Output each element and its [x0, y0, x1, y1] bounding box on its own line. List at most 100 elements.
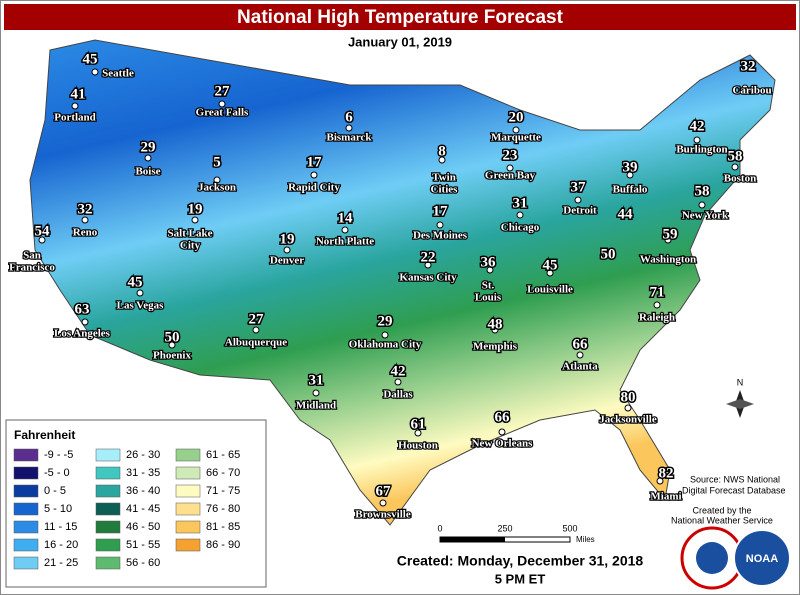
city-dot — [546, 269, 554, 277]
temperature: 17 — [433, 203, 449, 219]
created: Created: Monday, December 31, 2018 — [397, 553, 644, 569]
city-name: Portland — [54, 112, 96, 124]
legend-swatch — [175, 520, 201, 534]
city-name: Las Vegas — [117, 300, 164, 312]
legend-label: 86 - 90 — [206, 539, 240, 551]
temperature: 27 — [249, 311, 265, 327]
temperature: 42 — [690, 118, 705, 134]
legend-swatch — [95, 448, 121, 462]
city-name: Burlington — [676, 144, 727, 156]
compass — [726, 390, 754, 418]
noaa-logo — [733, 529, 791, 587]
legend-label: 26 - 30 — [126, 449, 160, 461]
temperature: 22 — [421, 249, 436, 265]
temperature: 23 — [503, 147, 518, 163]
city-name: Louisville — [527, 284, 573, 296]
legend-title: Fahrenheit — [14, 428, 75, 442]
city-name: Boston — [724, 173, 756, 185]
city-dot — [312, 389, 320, 397]
temperature: 80 — [621, 389, 636, 405]
city-name: Jacksonville — [599, 414, 657, 426]
city-dot — [506, 164, 514, 172]
temperature: 36 — [481, 254, 497, 270]
city-dot — [379, 499, 387, 507]
city-name: St. — [482, 280, 495, 292]
legend-label: 11 - 15 — [44, 521, 77, 533]
scale-bar — [439, 536, 571, 543]
temperature: 14 — [338, 210, 354, 226]
legend-swatch — [175, 502, 201, 516]
legend-label: 81 - 85 — [206, 521, 240, 533]
legend-swatch — [13, 466, 39, 480]
city-name: Dallas — [383, 389, 413, 401]
city-dot — [168, 341, 176, 349]
city-dot — [491, 326, 499, 334]
legend-swatch — [95, 484, 121, 498]
city-dot — [38, 236, 46, 244]
temperature: 5 — [213, 154, 221, 170]
city-dot — [310, 171, 318, 179]
temperature: 31 — [309, 372, 324, 388]
city-name: Seattle — [102, 68, 134, 80]
city-dot — [516, 211, 524, 219]
legend-label: 76 - 80 — [206, 503, 240, 515]
city-dot — [653, 301, 661, 309]
temperature: 20 — [509, 109, 524, 125]
city-name: Reno — [73, 227, 98, 239]
source: Source: NWS National — [690, 474, 780, 484]
temperature: 50 — [165, 329, 180, 345]
city-dot — [213, 176, 221, 184]
temperature: 71 — [650, 284, 665, 300]
city-name: San — [23, 250, 41, 262]
city-dot — [693, 136, 701, 144]
city-dot — [624, 404, 632, 412]
temperature: 27 — [215, 83, 231, 99]
legend-swatch — [13, 484, 39, 498]
city-name: Jackson — [198, 182, 236, 194]
credit: National Weather Service — [671, 515, 773, 525]
temperature: 19 — [188, 201, 203, 217]
legend-swatch — [175, 466, 201, 480]
legend-swatch — [175, 484, 201, 498]
legend-label: -9 - -5 — [44, 449, 73, 461]
city-dot — [394, 378, 402, 386]
city-dot — [574, 196, 582, 204]
credit: Created by the — [692, 505, 751, 515]
city-dot — [486, 266, 494, 274]
city-name: Houston — [398, 440, 438, 452]
city-name: Green Bay — [485, 170, 536, 182]
legend-swatch — [175, 538, 201, 552]
city-name: Washington — [640, 254, 696, 266]
scale-unit: Miles — [576, 535, 595, 544]
city-dot — [698, 201, 706, 209]
city-dot — [345, 124, 353, 132]
city-name: Brownsville — [355, 509, 411, 521]
temperature: 54 — [35, 223, 51, 239]
city-name: Phoenix — [153, 350, 191, 362]
temperature: 45 — [83, 51, 98, 67]
city-name: Rapid City — [288, 182, 340, 194]
city-name: Chicago — [501, 222, 540, 234]
temperature: 19 — [280, 231, 295, 247]
city-name: Oklahoma City — [349, 339, 422, 351]
temperature: 6 — [345, 109, 353, 125]
city-dot — [424, 261, 432, 269]
legend-label: 51 - 55 — [126, 539, 160, 551]
city-name: Kansas City — [399, 272, 457, 284]
city-dot — [136, 289, 144, 297]
title-bar — [4, 4, 796, 30]
temperature: 45 — [543, 257, 558, 273]
city-name: Memphis — [473, 341, 518, 353]
legend-label: 66 - 70 — [206, 467, 240, 479]
legend-label: 46 - 50 — [126, 521, 160, 533]
legend-label: 36 - 40 — [126, 485, 160, 497]
temperature: 61 — [411, 416, 426, 432]
city-name: Buffalo — [613, 184, 648, 196]
temperature: 58 — [728, 148, 743, 164]
us-land — [29, 39, 776, 526]
temperature: 29 — [378, 313, 393, 329]
temperature: 82 — [659, 465, 674, 481]
city-name: Caribou — [732, 85, 771, 97]
temperature: 39 — [623, 159, 638, 175]
